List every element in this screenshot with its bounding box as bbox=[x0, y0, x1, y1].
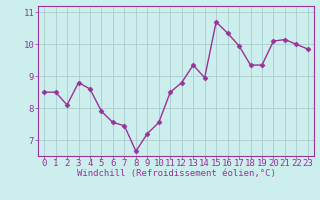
X-axis label: Windchill (Refroidissement éolien,°C): Windchill (Refroidissement éolien,°C) bbox=[76, 169, 276, 178]
